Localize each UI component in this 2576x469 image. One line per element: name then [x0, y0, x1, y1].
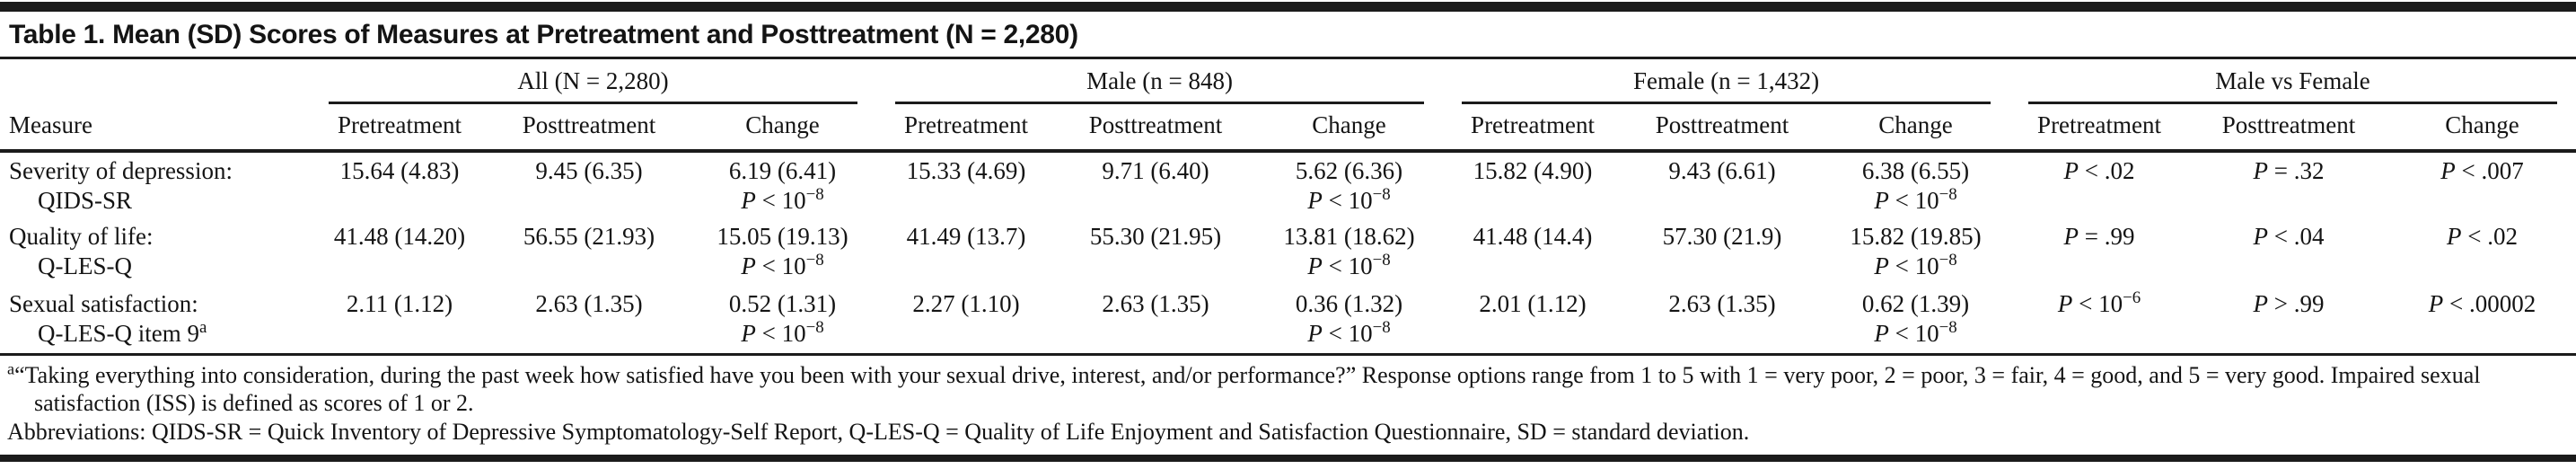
table-row-depression: Severity of depression: QIDS-SR 15.64 (4… [0, 151, 2576, 218]
cell-all-posttreatment: 56.55 (21.93) [523, 222, 655, 250]
measure-sublabel: Q-LES-Q item 9a [38, 318, 207, 348]
cell-all-change: 6.19 (6.41) P < 10−8 [689, 151, 876, 218]
cell-female-posttreatment: 9.43 (6.61) [1668, 156, 1776, 184]
column-header-posttreatment: Posttreatment [2189, 104, 2389, 153]
cell-male-pretreatment: 15.33 (4.69) [906, 156, 1026, 184]
change-value: 5.62 (6.36) [1295, 156, 1403, 184]
measure-sublabel: Q-LES-Q [38, 252, 132, 280]
cell-all-posttreatment: 2.63 (1.35) [535, 289, 643, 317]
cell-mvf-pretreatment-p: P < .02 [2063, 156, 2135, 184]
group-header-row: All (N = 2,280) Male (n = 848) Female (n… [0, 59, 2576, 105]
cell-male-change: 13.81 (18.62) P < 10−8 [1255, 218, 1443, 286]
cell-mvf-change-p: P < .007 [2440, 156, 2524, 184]
measures-table: All (N = 2,280) Male (n = 848) Female (n… [0, 59, 2576, 353]
column-header-change: Change [1255, 104, 1444, 153]
cell-mvf-change-p: P < .02 [2447, 222, 2519, 250]
measure-cell: Severity of depression: QIDS-SR [0, 151, 310, 218]
cell-female-change: 6.38 (6.55) P < 10−8 [1822, 151, 2009, 218]
footnote-abbreviations: Abbreviations: QIDS-SR = Quick Inventory… [7, 418, 1750, 445]
table-title: Table 1. Mean (SD) Scores of Measures at… [0, 12, 2576, 59]
group-header-male: Male (n = 848) [895, 65, 1425, 104]
cell-all-pretreatment: 41.48 (14.20) [333, 222, 466, 250]
cell-male-pretreatment: 41.49 (13.7) [906, 222, 1026, 250]
bottom-rule-bar [0, 457, 2576, 462]
table-row-sexual-satisfaction: Sexual satisfaction: Q-LES-Q item 9a 2.1… [0, 286, 2576, 353]
column-header-posttreatment: Posttreatment [1056, 104, 1256, 153]
cell-mvf-pretreatment-p: P = .99 [2063, 222, 2135, 250]
change-value: 6.38 (6.55) [1861, 156, 1970, 184]
group-header-all: All (N = 2,280) [329, 65, 858, 104]
cell-female-change: 15.82 (19.85) P < 10−8 [1822, 218, 2009, 286]
footnote-item-9-definition: a“Taking everything into consideration, … [7, 358, 2481, 417]
cell-mvf-posttreatment-p: P < .04 [2253, 222, 2325, 250]
cell-female-pretreatment: 41.48 (14.4) [1473, 222, 1593, 250]
change-value: 0.36 (1.32) [1295, 289, 1403, 317]
change-value: 15.82 (19.85) [1850, 222, 1982, 250]
change-value: 13.81 (18.62) [1283, 222, 1415, 250]
column-header-pretreatment: Pretreatment [310, 104, 489, 153]
cell-all-change: 0.52 (1.31) P < 10−8 [689, 286, 876, 353]
column-header-pretreatment: Pretreatment [876, 104, 1057, 153]
cell-mvf-posttreatment-p: P = .32 [2253, 156, 2325, 184]
p-value: P < 10−8 [1307, 185, 1391, 215]
p-value: P < 10−8 [741, 318, 824, 348]
cell-male-posttreatment: 55.30 (21.95) [1089, 222, 1222, 250]
column-header-change: Change [2388, 104, 2576, 153]
group-header-female: Female (n = 1,432) [1462, 65, 1991, 104]
p-value: P < 10−8 [1874, 251, 1957, 280]
cell-all-posttreatment: 9.45 (6.35) [535, 156, 643, 184]
cell-female-change: 0.62 (1.39) P < 10−8 [1822, 286, 2009, 353]
cell-male-posttreatment: 2.63 (1.35) [1102, 289, 1209, 317]
change-value: 0.52 (1.31) [728, 289, 837, 317]
cell-mvf-posttreatment-p: P > .99 [2253, 289, 2325, 317]
p-value: P < 10−8 [1307, 318, 1391, 348]
cell-mvf-pretreatment-p: P < 10−6 [2057, 288, 2141, 317]
table-row-quality-of-life: Quality of life: Q-LES-Q 41.48 (14.20) 5… [0, 218, 2576, 286]
measure-label: Severity of depression: [9, 156, 233, 184]
footnotes: a“Taking everything into consideration, … [0, 352, 2576, 458]
column-header-pretreatment: Pretreatment [1443, 104, 1623, 153]
measure-label: Quality of life: [9, 222, 154, 250]
change-value: 6.19 (6.41) [728, 156, 837, 184]
cell-female-pretreatment: 15.82 (4.90) [1473, 156, 1593, 184]
cell-female-posttreatment: 57.30 (21.9) [1662, 222, 1782, 250]
cell-male-change: 5.62 (6.36) P < 10−8 [1255, 151, 1443, 218]
column-header-posttreatment: Posttreatment [489, 104, 689, 153]
cell-all-change: 15.05 (19.13) P < 10−8 [689, 218, 876, 286]
column-header-row: Measure Pretreatment Posttreatment Chang… [0, 104, 2576, 153]
cell-female-pretreatment: 2.01 (1.12) [1479, 289, 1587, 317]
p-value: P < 10−8 [741, 251, 824, 280]
top-rule-bar [0, 2, 2576, 12]
measure-column-spacer [0, 59, 310, 105]
column-header-measure: Measure [0, 104, 310, 153]
cell-male-pretreatment: 2.27 (1.10) [912, 289, 1020, 317]
measure-cell: Sexual satisfaction: Q-LES-Q item 9a [0, 286, 310, 353]
change-value: 0.62 (1.39) [1861, 289, 1970, 317]
cell-female-posttreatment: 2.63 (1.35) [1668, 289, 1776, 317]
p-value: P < 10−8 [1874, 318, 1957, 348]
cell-all-pretreatment: 2.11 (1.12) [346, 289, 453, 317]
cell-mvf-change-p: P < .00002 [2428, 289, 2536, 317]
column-header-change: Change [689, 104, 877, 153]
cell-male-posttreatment: 9.71 (6.40) [1102, 156, 1209, 184]
group-header-male-vs-female: Male vs Female [2028, 65, 2558, 104]
measure-label: Sexual satisfaction: [9, 289, 198, 317]
change-value: 15.05 (19.13) [717, 222, 848, 250]
column-header-change: Change [1822, 104, 2010, 153]
p-value: P < 10−8 [1307, 251, 1391, 280]
p-value: P < 10−8 [741, 185, 824, 215]
cell-all-pretreatment: 15.64 (4.83) [339, 156, 460, 184]
p-value: P < 10−8 [1874, 185, 1957, 215]
measure-cell: Quality of life: Q-LES-Q [0, 218, 310, 286]
column-header-pretreatment: Pretreatment [2009, 104, 2190, 153]
column-header-posttreatment: Posttreatment [1622, 104, 1823, 153]
measure-sublabel: QIDS-SR [38, 187, 133, 215]
cell-male-change: 0.36 (1.32) P < 10−8 [1255, 286, 1443, 353]
